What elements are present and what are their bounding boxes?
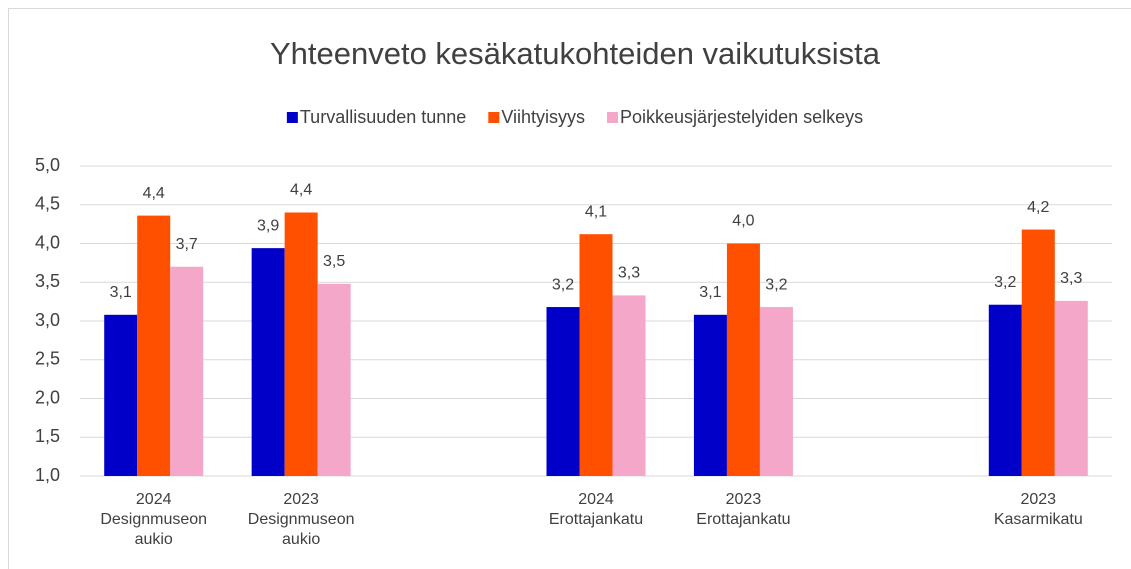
data-label: 4,0 bbox=[732, 213, 754, 230]
legend-label: Poikkeusjärjestelyiden selkeys bbox=[620, 107, 863, 127]
data-label: 3,3 bbox=[1060, 270, 1082, 287]
data-label: 3,1 bbox=[699, 284, 721, 301]
bar bbox=[104, 314, 138, 476]
data-label: 3,5 bbox=[323, 253, 345, 270]
y-tick-label: 2,5 bbox=[35, 349, 60, 369]
bar bbox=[759, 307, 793, 476]
chart-title: Yhteenveto kesäkatukohteiden vaikutuksis… bbox=[270, 36, 881, 71]
legend-swatch bbox=[607, 112, 619, 123]
bar bbox=[988, 304, 1022, 476]
data-label: 3,2 bbox=[765, 276, 787, 293]
bar bbox=[1054, 300, 1088, 476]
data-label: 3,2 bbox=[552, 276, 574, 293]
x-tick-label: 2023 Designmuseon aukio bbox=[248, 491, 355, 548]
x-tick-label: 2023 Erottajankatu bbox=[696, 491, 790, 528]
data-label: 4,2 bbox=[1027, 199, 1049, 216]
bar bbox=[579, 234, 613, 476]
bar bbox=[612, 295, 646, 476]
legend-label: Turvallisuuden tunne bbox=[300, 107, 466, 127]
data-label: 4,4 bbox=[143, 185, 165, 202]
bar bbox=[546, 307, 580, 476]
data-label: 3,3 bbox=[618, 265, 640, 282]
data-label: 3,1 bbox=[110, 284, 132, 301]
bar bbox=[693, 314, 727, 476]
chart-border bbox=[8, 8, 1131, 569]
legend-swatch bbox=[286, 112, 298, 123]
y-tick-label: 3,5 bbox=[35, 271, 60, 291]
legend-swatch bbox=[488, 112, 500, 123]
data-label: 3,7 bbox=[176, 236, 198, 253]
y-tick-label: 2,0 bbox=[35, 387, 60, 407]
y-tick-label: 4,5 bbox=[35, 194, 60, 214]
bar bbox=[251, 248, 285, 476]
data-label: 4,1 bbox=[585, 203, 607, 220]
x-tick-label: 2024 Designmuseon aukio bbox=[100, 491, 207, 548]
legend-label: Viihtyisyys bbox=[501, 107, 585, 127]
y-tick-label: 4,0 bbox=[35, 232, 60, 252]
data-label: 4,4 bbox=[290, 182, 312, 199]
x-tick-label: 2024 Erottajankatu bbox=[549, 491, 643, 528]
data-label: 3,2 bbox=[994, 274, 1016, 291]
data-label: 3,9 bbox=[257, 217, 279, 234]
bar bbox=[1021, 229, 1055, 476]
y-tick-label: 1,0 bbox=[35, 465, 60, 485]
bar bbox=[170, 266, 204, 476]
bar bbox=[284, 212, 318, 476]
y-tick-label: 1,5 bbox=[35, 426, 60, 446]
y-tick-label: 5,0 bbox=[35, 155, 60, 175]
y-tick-label: 3,0 bbox=[35, 310, 60, 330]
bar bbox=[726, 243, 760, 476]
x-tick-label: 2023 Kasarmikatu bbox=[994, 491, 1083, 528]
bar bbox=[137, 215, 171, 476]
bar bbox=[317, 283, 351, 476]
